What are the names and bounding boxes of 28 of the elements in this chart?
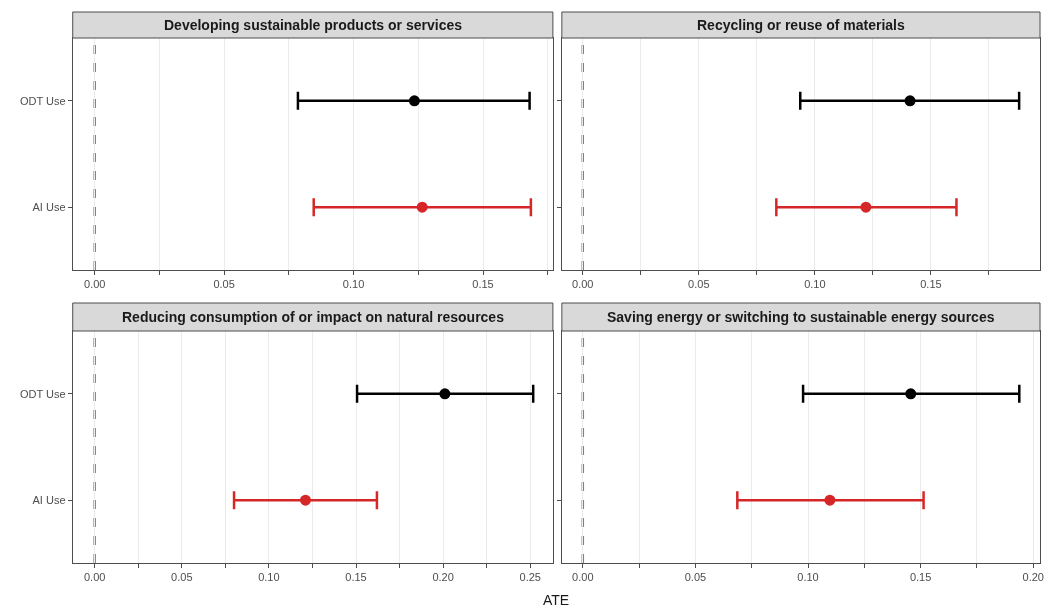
chart-title: Developing sustainable products or services bbox=[164, 17, 463, 33]
x-tick-label: 0.05 bbox=[171, 571, 193, 584]
chart-title: Saving energy or switching to sustainable energy sources bbox=[607, 309, 995, 325]
x-tick-label: 0.00 bbox=[83, 571, 106, 584]
chart-title: Reducing consumption of or impact on natural resources bbox=[122, 309, 505, 325]
x-tick-label: 0.15 bbox=[345, 571, 367, 584]
x-tick-label: 0.00 bbox=[84, 278, 106, 291]
x-tick-label: 0.05 bbox=[684, 571, 707, 584]
y-tick-label: AI Use bbox=[32, 201, 66, 214]
x-tick-label: 0.20 bbox=[432, 571, 454, 584]
x-tick-label: 0.15 bbox=[909, 571, 932, 584]
x-tick-label: 0.10 bbox=[342, 278, 365, 291]
x-axis-title: ATE bbox=[543, 592, 570, 608]
x-tick-label: 0.00 bbox=[572, 571, 594, 584]
y-tick-label: ODT Use bbox=[19, 94, 66, 107]
x-tick-label: 0.05 bbox=[688, 278, 710, 291]
chart-title: Recycling or reuse of materials bbox=[697, 17, 905, 33]
x-tick-label: 0.10 bbox=[804, 278, 826, 291]
x-tick-label: 0.15 bbox=[472, 278, 494, 291]
x-tick-label: 0.05 bbox=[213, 278, 235, 291]
x-tick-label: 0.00 bbox=[572, 278, 594, 291]
x-tick-label: 0.10 bbox=[797, 571, 819, 584]
x-tick-label: 0.15 bbox=[920, 278, 942, 291]
x-tick-label: 0.10 bbox=[258, 571, 280, 584]
y-tick-label: ODT Use bbox=[19, 387, 66, 400]
x-tick-label: 0.20 bbox=[1022, 571, 1044, 584]
x-tick-label: 0.25 bbox=[519, 571, 541, 584]
y-tick-label: AI Use bbox=[32, 494, 66, 507]
